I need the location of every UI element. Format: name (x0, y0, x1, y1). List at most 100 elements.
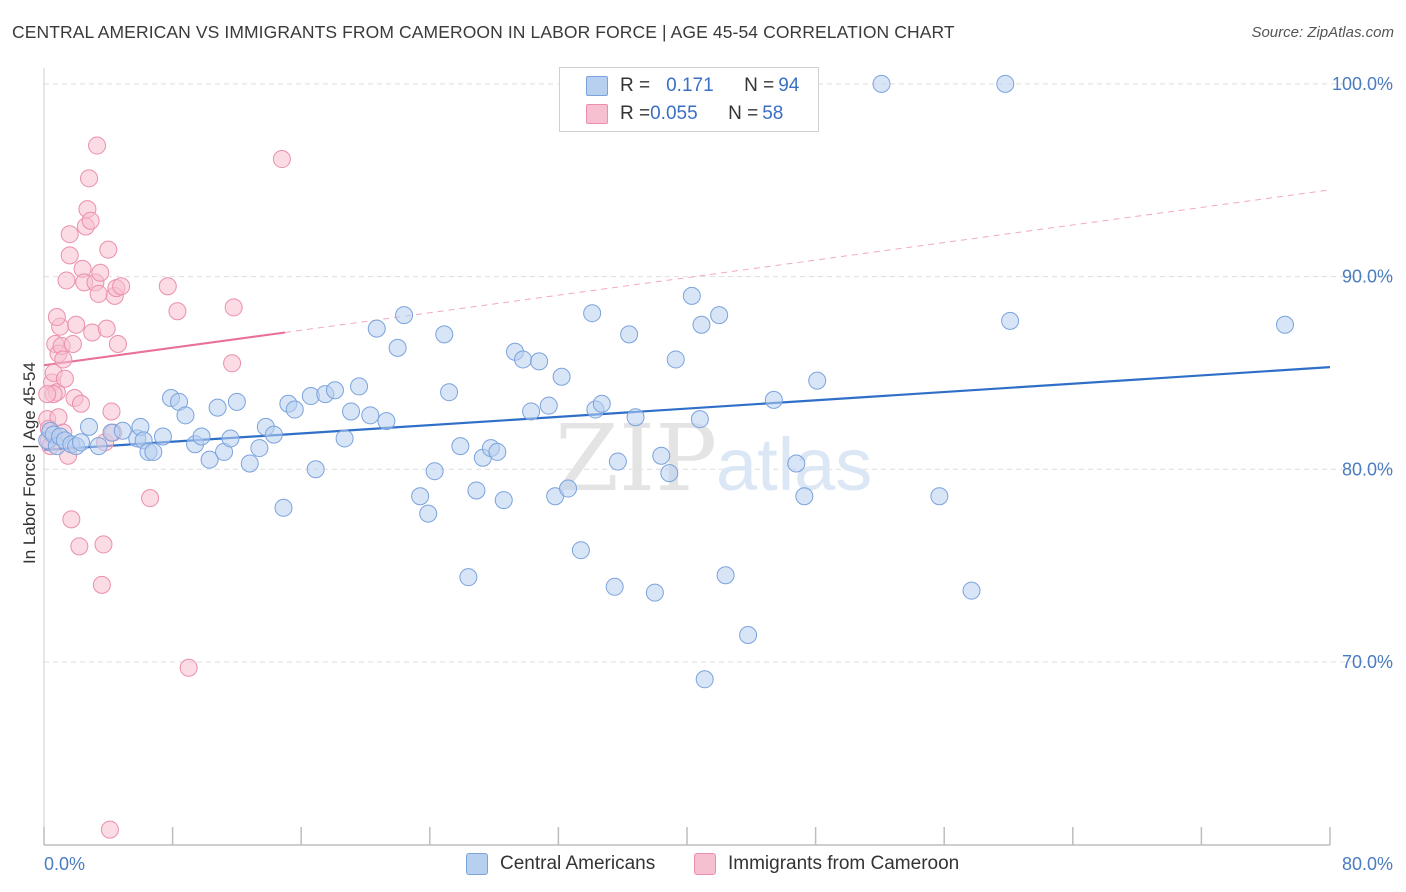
cameroon-point (54, 350, 73, 369)
legend-swatch-blue (586, 76, 608, 96)
central-american-point (962, 581, 981, 600)
central-american-point (200, 450, 219, 469)
central-american-point (176, 406, 195, 425)
central-american-point (192, 427, 211, 446)
cameroon-point (38, 385, 57, 404)
cameroon-point (80, 169, 99, 188)
cameroon-point (71, 394, 90, 413)
trend-line-cameroon (43, 331, 286, 367)
central-american-point (80, 417, 99, 436)
central-american-point (419, 504, 438, 523)
central-american-point (530, 352, 549, 371)
central-american-point (425, 462, 444, 481)
bottom-legend-central-american: Central Americans (466, 851, 655, 877)
cameroon-point (81, 211, 100, 230)
cameroon-point (91, 263, 110, 282)
legend-r-label: R = (620, 75, 651, 96)
bottom-legend-cameroon: Immigrants from Cameroon (694, 851, 959, 877)
central-american-point (620, 325, 639, 344)
y-tick-label: 90.0% (1342, 267, 1393, 287)
central-american-point (435, 325, 454, 344)
cameroon-point (60, 246, 79, 265)
central-american-point (440, 383, 459, 402)
central-american-point (467, 481, 486, 500)
cameroon-point (100, 820, 119, 839)
legend-swatch-pink (586, 104, 608, 124)
central-american-point (652, 446, 671, 465)
cameroon-point (89, 284, 108, 303)
central-american-point (787, 454, 806, 473)
central-american-point (367, 319, 386, 338)
central-american-point (1001, 311, 1020, 330)
central-american-point (250, 439, 269, 458)
central-american-point (583, 304, 602, 323)
central-american-point (571, 541, 590, 560)
trend-lines (43, 189, 1331, 452)
cameroon-point (141, 489, 160, 508)
cameroon-point (92, 575, 111, 594)
y-tick-label: 80.0% (1342, 459, 1393, 479)
central-american-point (361, 406, 380, 425)
central-american-point (872, 74, 891, 93)
central-american-point (494, 491, 513, 510)
central-american-point (144, 442, 163, 461)
cameroon-point (168, 302, 187, 321)
bottom-legend-label-pink: Immigrants from Cameroon (728, 853, 960, 874)
central-american-point (592, 394, 611, 413)
cameroon-point (63, 335, 82, 354)
central-american-point (264, 425, 283, 444)
legend-n-value: 58 (762, 103, 784, 124)
central-american-point (514, 350, 533, 369)
central-american-point (113, 421, 132, 440)
cameroon-point (112, 277, 131, 296)
cameroon-point (70, 537, 89, 556)
axes (43, 68, 1331, 846)
cameroon-point (223, 354, 242, 373)
central-american-point (285, 400, 304, 419)
central-american-point (411, 487, 430, 506)
y-tick-label: 100.0% (1332, 74, 1393, 94)
central-american-point (306, 460, 325, 479)
legend-r-label: R = (620, 103, 651, 124)
chart-title: CENTRAL AMERICAN VS IMMIGRANTS FROM CAME… (12, 22, 955, 42)
cameroon-point (108, 335, 127, 354)
central-american-point (539, 396, 558, 415)
cameroon-point (179, 658, 198, 677)
central-american-point (240, 454, 259, 473)
cameroon-point (47, 308, 66, 327)
central-american-point (335, 429, 354, 448)
cameroon-point (158, 277, 177, 296)
legend-n-label: N = (744, 75, 775, 96)
y-axis-title: In Labor Force | Age 45-54 (20, 362, 39, 564)
cameroon-point (60, 225, 79, 244)
bottom-legend-swatch-pink (694, 853, 716, 875)
bottom-legend-label-blue: Central Americans (500, 853, 656, 874)
central-american-point (645, 583, 664, 602)
source-credit: Source: ZipAtlas.com (1251, 24, 1394, 41)
central-american-point (377, 412, 396, 431)
cameroon-point (94, 535, 113, 554)
legend-r-value: 0.055 (650, 103, 698, 124)
central-american-point (1275, 315, 1294, 334)
central-american-point (690, 410, 709, 429)
central-american-point (221, 429, 240, 448)
cameroon-point (272, 150, 291, 169)
axis-labels: 70.0% 80.0% 90.0% 100.0% 0.0% 80.0% In Labor F… (20, 74, 1393, 874)
series-central-american-points (38, 74, 1294, 689)
cameroon-point (102, 402, 121, 421)
legend-n-label: N = (728, 103, 759, 124)
central-american-point (522, 402, 541, 421)
central-american-point (488, 442, 507, 461)
central-american-point (695, 670, 714, 689)
series-cameroon-points (38, 136, 291, 839)
central-american-point (710, 306, 729, 325)
central-american-point (451, 437, 470, 456)
central-american-point (342, 402, 361, 421)
cameroon-point (57, 271, 76, 290)
central-american-point (388, 338, 407, 357)
legend-n-value: 94 (778, 75, 800, 96)
central-american-point (996, 74, 1015, 93)
central-american-point (71, 433, 90, 452)
central-american-point (660, 464, 679, 483)
central-american-point (764, 390, 783, 409)
